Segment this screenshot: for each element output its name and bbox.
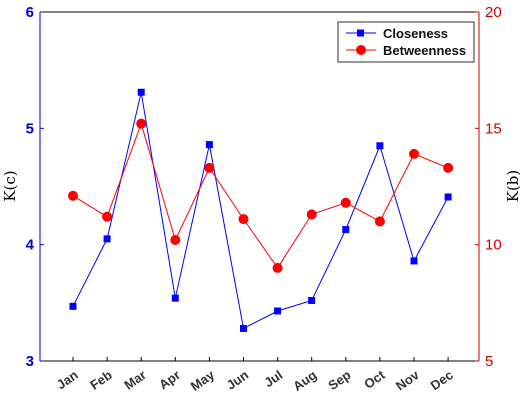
betweenness-point bbox=[136, 118, 147, 129]
x-tick-label: Oct bbox=[361, 367, 388, 392]
left-tick-label: 3 bbox=[26, 353, 34, 370]
closeness-point bbox=[274, 307, 282, 315]
left-tick-label: 4 bbox=[26, 237, 35, 254]
x-tick-label: May bbox=[188, 367, 218, 394]
closeness-point bbox=[308, 297, 316, 305]
closeness-point bbox=[410, 257, 418, 265]
legend-label-closeness: Closeness bbox=[383, 26, 448, 41]
betweenness-point bbox=[272, 262, 283, 273]
x-tick-label: Feb bbox=[87, 367, 115, 393]
plot-area bbox=[40, 12, 479, 361]
legend-marker-closeness bbox=[357, 29, 364, 37]
x-tick-label: Jun bbox=[224, 367, 252, 393]
betweenness-point bbox=[374, 216, 385, 227]
closeness-point bbox=[240, 324, 247, 332]
x-tick-label: Jul bbox=[261, 367, 285, 390]
betweenness-point bbox=[170, 235, 181, 246]
right-tick-label: 10 bbox=[485, 237, 502, 254]
closeness-point bbox=[376, 142, 384, 150]
x-tick-label: Apr bbox=[156, 367, 183, 392]
betweenness-point bbox=[443, 162, 454, 173]
x-tick-label: Aug bbox=[290, 367, 319, 394]
closeness-point bbox=[205, 141, 213, 149]
left-tick-label: 5 bbox=[26, 120, 34, 137]
closeness-point bbox=[444, 193, 452, 201]
x-tick-label: Sep bbox=[325, 367, 353, 393]
axes bbox=[39, 11, 480, 362]
closeness-point bbox=[69, 302, 77, 310]
closeness-point bbox=[171, 294, 179, 302]
legend-label-betweenness: Betweenness bbox=[383, 43, 466, 58]
series-line-closeness bbox=[72, 92, 449, 330]
betweenness-point bbox=[340, 197, 351, 208]
betweenness-point bbox=[238, 214, 249, 225]
betweenness-point bbox=[409, 148, 419, 159]
left-tick-label: 6 bbox=[26, 4, 34, 21]
legend: Closeness Betweenness bbox=[337, 21, 475, 63]
x-tick-label: Mar bbox=[121, 367, 149, 393]
legend-box bbox=[337, 21, 475, 63]
closeness-point bbox=[342, 226, 350, 234]
betweenness-point bbox=[102, 211, 113, 222]
right-tick-label: 15 bbox=[485, 120, 502, 137]
right-tick-label: 20 bbox=[485, 4, 502, 21]
series-layer bbox=[68, 88, 454, 332]
x-tick-label: Dec bbox=[428, 367, 456, 393]
x-tick-label: Nov bbox=[393, 367, 422, 394]
right-tick-label: 5 bbox=[485, 353, 493, 370]
legend-marker-betweenness bbox=[356, 45, 366, 55]
closeness-point bbox=[137, 88, 145, 96]
x-tick-label: Jan bbox=[54, 367, 81, 392]
betweenness-point bbox=[68, 190, 78, 201]
closeness-point bbox=[103, 235, 111, 243]
betweenness-point bbox=[306, 209, 317, 220]
y-axis-label-left: K(c) bbox=[1, 170, 19, 201]
y-axis-label-right: K(b) bbox=[504, 170, 522, 203]
series-line-betweenness bbox=[72, 122, 449, 269]
betweenness-point bbox=[204, 162, 215, 173]
